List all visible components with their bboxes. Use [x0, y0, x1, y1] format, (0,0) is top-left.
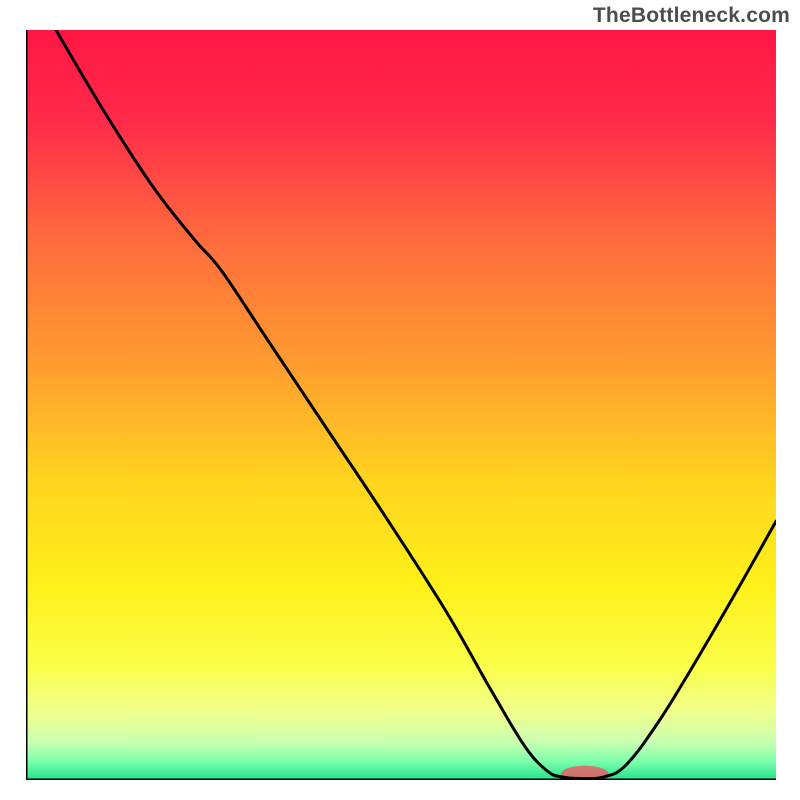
chart-container: TheBottleneck.com — [0, 0, 800, 800]
gradient-background — [26, 30, 776, 780]
chart-plot-area — [26, 30, 776, 780]
watermark-text: TheBottleneck.com — [593, 4, 790, 28]
chart-svg — [26, 30, 776, 780]
